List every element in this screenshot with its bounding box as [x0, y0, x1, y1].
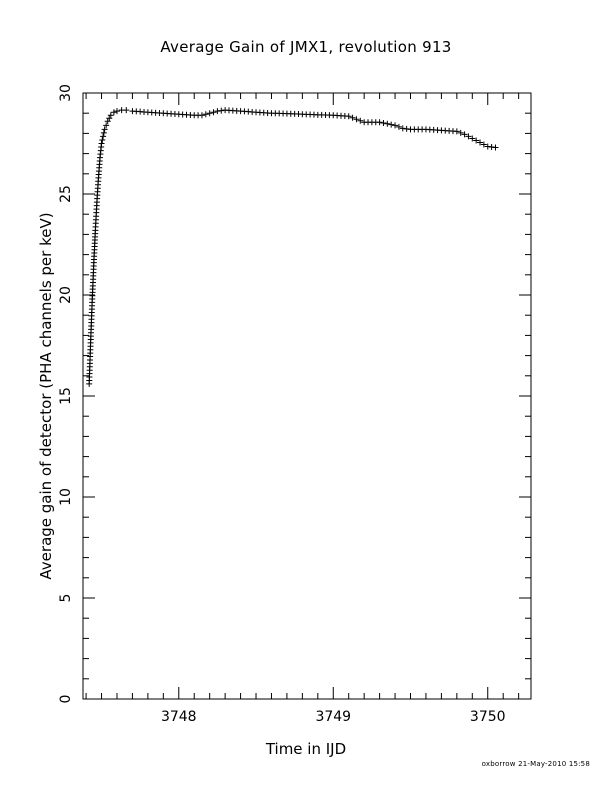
data-point: [392, 122, 399, 129]
data-point: [110, 109, 117, 116]
y-tick-label: 20: [58, 286, 74, 304]
data-point: [101, 126, 108, 133]
y-tick-label: 15: [58, 387, 74, 405]
data-point: [357, 117, 364, 124]
data-point: [100, 129, 107, 136]
data-point: [100, 133, 107, 140]
data-point: [492, 144, 499, 151]
data-point: [214, 108, 221, 115]
data-point: [384, 120, 391, 127]
data-point: [399, 125, 406, 132]
data-point: [376, 119, 383, 126]
x-axis-label: Time in IJD: [265, 740, 347, 758]
data-point: [488, 144, 495, 151]
y-tick-label: 10: [58, 488, 74, 506]
data-point: [380, 120, 387, 127]
data-point: [98, 140, 105, 147]
data-point: [388, 121, 395, 128]
data-point: [218, 107, 225, 114]
footer-stamp: oxborrow 21-May-2010 15:58: [481, 760, 590, 768]
data-point: [395, 123, 402, 130]
data-point: [353, 116, 360, 123]
data-point: [345, 113, 352, 120]
data-point: [104, 118, 111, 125]
data-point: [202, 111, 209, 118]
plot-frame: [82, 92, 532, 700]
data-point: [453, 128, 460, 135]
y-tick-label: 5: [58, 594, 74, 603]
x-tick-label: 3749: [315, 709, 351, 725]
y-tick-label: 0: [58, 695, 74, 704]
data-point: [477, 139, 484, 146]
data-point: [480, 141, 487, 148]
data-point: [123, 107, 130, 114]
data-point: [349, 114, 356, 121]
data-point: [403, 125, 410, 132]
data-point: [198, 112, 205, 119]
data-point: [457, 129, 464, 136]
data-point: [210, 109, 217, 116]
data-point: [99, 136, 106, 143]
data-point: [113, 108, 120, 115]
data-point: [461, 131, 468, 138]
data-point: [473, 137, 480, 144]
y-tick-label: 30: [58, 84, 74, 102]
data-point: [206, 110, 213, 117]
y-tick-label: 25: [58, 185, 74, 203]
x-tick-label: 3748: [161, 709, 197, 725]
data-point: [103, 122, 110, 129]
chart-title: Average Gain of JMX1, revolution 913: [160, 38, 452, 56]
data-point: [107, 112, 114, 119]
data-point: [469, 135, 476, 142]
data-point: [465, 133, 472, 140]
data-point: [106, 115, 113, 122]
data-point: [484, 143, 491, 150]
x-tick-label: 3750: [470, 709, 506, 725]
